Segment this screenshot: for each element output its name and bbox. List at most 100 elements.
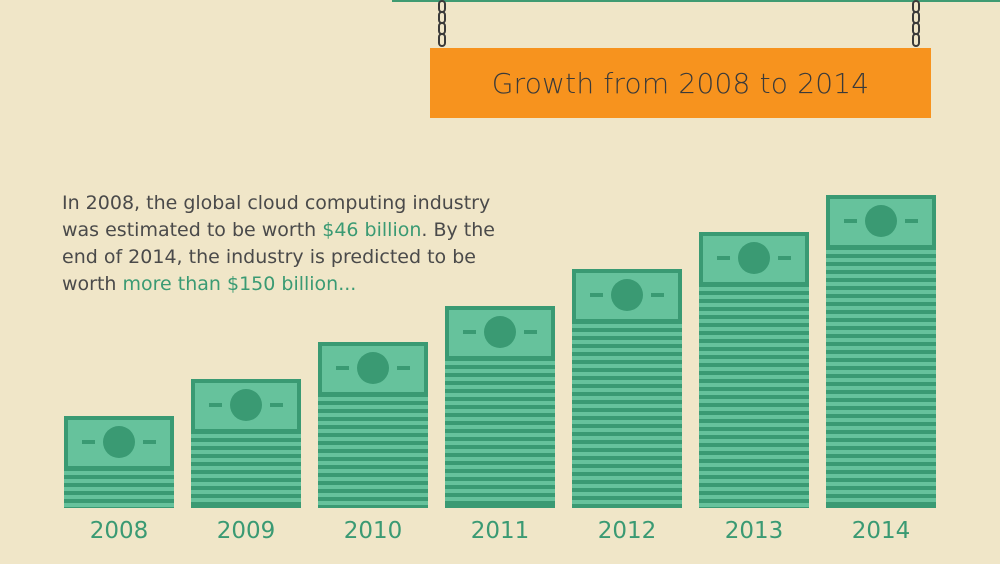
stack-stripe <box>826 306 936 310</box>
stack-body <box>318 396 428 508</box>
stack-stripe <box>826 434 936 438</box>
stack-stripe <box>572 324 682 328</box>
bill-dash <box>778 256 791 260</box>
bar-2014 <box>826 195 936 508</box>
bar-2012 <box>572 269 682 508</box>
stack-stripe <box>826 418 936 422</box>
stack-stripe <box>572 436 682 440</box>
stack-stripe <box>699 455 809 459</box>
x-tick-label: 2014 <box>852 518 911 544</box>
stack-stripe <box>826 426 936 430</box>
stack-stripe <box>318 413 428 417</box>
stack-stripe <box>826 378 936 382</box>
x-tick-label: 2010 <box>344 518 403 544</box>
stack-stripe <box>445 361 555 365</box>
stack-stripe <box>445 369 555 373</box>
stack-stripe <box>572 364 682 368</box>
stack-stripe <box>826 274 936 278</box>
bar-2008 <box>64 416 174 508</box>
stack-stripe <box>318 445 428 449</box>
stack-stripe <box>826 370 936 374</box>
stack-stripe <box>318 429 428 433</box>
stack-stripe <box>699 471 809 475</box>
stack-stripe <box>572 396 682 400</box>
stack-stripe <box>318 397 428 401</box>
stack-stripe <box>64 471 174 475</box>
stack-stripe <box>699 359 809 363</box>
stack-stripe <box>572 388 682 392</box>
stack-stripe <box>699 495 809 499</box>
stack-stripe <box>572 428 682 432</box>
stack-stripe <box>826 314 936 318</box>
stack-stripe <box>318 405 428 409</box>
intro-paragraph: In 2008, the global cloud computing indu… <box>62 190 532 298</box>
stack-stripe <box>318 421 428 425</box>
bill-dash <box>270 403 283 407</box>
bill-dash <box>336 366 349 370</box>
stack-stripe <box>699 503 809 507</box>
stack-stripe <box>826 498 936 502</box>
bill-seal-icon <box>611 279 643 311</box>
stack-stripe <box>826 290 936 294</box>
stack-stripe <box>699 439 809 443</box>
bill-dash <box>590 293 603 297</box>
stack-stripe <box>191 442 301 446</box>
stack-stripe <box>318 477 428 481</box>
bill-seal-icon <box>357 352 389 384</box>
stack-stripe <box>826 386 936 390</box>
stack-stripe <box>572 348 682 352</box>
stack-stripe <box>572 404 682 408</box>
stack-stripe <box>445 393 555 397</box>
bill-dash <box>397 366 410 370</box>
stack-stripe <box>572 420 682 424</box>
bill-seal-icon <box>103 426 135 458</box>
intro-text-1: In 2008, the global cloud computing indu… <box>62 192 491 241</box>
stack-stripe <box>64 495 174 499</box>
stack-stripe <box>826 282 936 286</box>
stack-stripe <box>826 450 936 454</box>
stack-stripe <box>191 450 301 454</box>
intro-highlight-2: more than $150 billion... <box>122 273 357 295</box>
chain-right-icon <box>912 0 920 47</box>
stack-stripe <box>826 490 936 494</box>
x-tick-label: 2008 <box>90 518 149 544</box>
stack-stripe <box>826 458 936 462</box>
stack-stripe <box>191 482 301 486</box>
stack-stripe <box>445 449 555 453</box>
stack-stripe <box>699 303 809 307</box>
stack-stripe <box>445 409 555 413</box>
stack-stripe <box>572 444 682 448</box>
stack-stripe <box>699 391 809 395</box>
stack-stripe <box>826 330 936 334</box>
stack-stripe <box>572 500 682 504</box>
stack-stripe <box>826 442 936 446</box>
stack-stripe <box>826 410 936 414</box>
stack-stripe <box>445 441 555 445</box>
stack-stripe <box>826 258 936 262</box>
stack-stripe <box>318 461 428 465</box>
bill-seal-icon <box>738 242 770 274</box>
stack-stripe <box>64 487 174 491</box>
stack-stripe <box>445 433 555 437</box>
stack-stripe <box>445 401 555 405</box>
stack-stripe <box>318 485 428 489</box>
bill-dash <box>143 440 156 444</box>
stack-stripe <box>445 417 555 421</box>
stack-stripe <box>826 298 936 302</box>
stack-stripe <box>572 492 682 496</box>
stack-stripe <box>572 484 682 488</box>
stack-stripe <box>445 425 555 429</box>
stack-stripe <box>826 322 936 326</box>
stack-stripe <box>699 319 809 323</box>
stack-stripe <box>699 415 809 419</box>
bill-dash <box>717 256 730 260</box>
stack-stripe <box>191 490 301 494</box>
stack-stripe <box>572 372 682 376</box>
stack-stripe <box>318 469 428 473</box>
stack-stripe <box>826 466 936 470</box>
stack-stripe <box>318 493 428 497</box>
stack-stripe <box>699 287 809 291</box>
stack-stripe <box>699 447 809 451</box>
stack-stripe <box>445 473 555 477</box>
